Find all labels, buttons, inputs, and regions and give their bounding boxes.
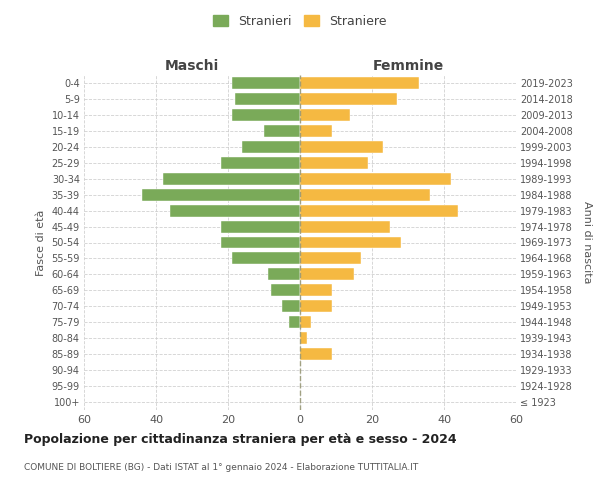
Y-axis label: Fasce di età: Fasce di età <box>36 210 46 276</box>
Bar <box>300 252 361 264</box>
Bar <box>300 300 332 312</box>
Bar <box>300 125 332 137</box>
Bar <box>221 236 300 248</box>
Bar <box>221 220 300 232</box>
Bar <box>170 204 300 216</box>
Bar <box>300 220 390 232</box>
Text: Femmine: Femmine <box>373 58 443 72</box>
Bar <box>300 236 401 248</box>
Bar <box>232 77 300 89</box>
Text: COMUNE DI BOLTIERE (BG) - Dati ISTAT al 1° gennaio 2024 - Elaborazione TUTTITALI: COMUNE DI BOLTIERE (BG) - Dati ISTAT al … <box>24 462 418 471</box>
Bar <box>289 316 300 328</box>
Bar <box>232 109 300 121</box>
Bar <box>300 93 397 105</box>
Bar <box>268 268 300 280</box>
Bar <box>221 157 300 168</box>
Bar <box>300 268 354 280</box>
Text: Popolazione per cittadinanza straniera per età e sesso - 2024: Popolazione per cittadinanza straniera p… <box>24 432 457 446</box>
Bar <box>300 332 307 344</box>
Bar <box>300 77 419 89</box>
Bar <box>300 157 368 168</box>
Text: Maschi: Maschi <box>165 58 219 72</box>
Bar <box>235 93 300 105</box>
Bar <box>300 141 383 153</box>
Bar <box>300 284 332 296</box>
Bar <box>242 141 300 153</box>
Y-axis label: Anni di nascita: Anni di nascita <box>583 201 592 284</box>
Bar <box>300 204 458 216</box>
Bar <box>300 316 311 328</box>
Bar <box>232 252 300 264</box>
Bar <box>163 172 300 184</box>
Bar <box>300 348 332 360</box>
Bar <box>300 172 451 184</box>
Bar <box>264 125 300 137</box>
Bar <box>300 109 350 121</box>
Bar <box>300 188 430 200</box>
Legend: Stranieri, Straniere: Stranieri, Straniere <box>209 11 391 32</box>
Bar <box>142 188 300 200</box>
Bar <box>282 300 300 312</box>
Bar <box>271 284 300 296</box>
